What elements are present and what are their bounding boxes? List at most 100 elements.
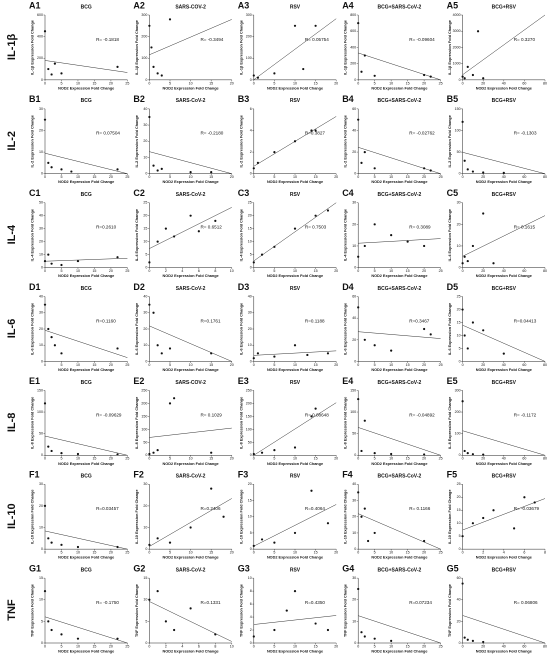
panel-label: D3 xyxy=(238,282,250,292)
panel-label: G3 xyxy=(238,564,250,574)
x-tick-label: 15 xyxy=(314,269,318,273)
y-tick-label: 100 xyxy=(246,56,252,60)
y-tick-label: 20 xyxy=(248,214,252,218)
point xyxy=(373,344,376,347)
x-tick-label: 25 xyxy=(125,175,129,179)
fit-line xyxy=(358,427,441,456)
x-tick-label: 10 xyxy=(293,644,297,648)
x-tick-label: 15 xyxy=(406,81,410,85)
point xyxy=(302,67,305,71)
x-axis-label: NOD2 Expression Fold Change xyxy=(476,556,532,560)
point xyxy=(156,72,159,75)
panel-label: C3 xyxy=(238,188,250,198)
panel-label: B4 xyxy=(342,94,354,104)
x-tick-label: 15 xyxy=(406,551,410,555)
y-tick-label: 20 xyxy=(143,504,147,508)
fit-line xyxy=(462,152,546,174)
x-tick-label: 5 xyxy=(374,175,376,179)
panel-label: G4 xyxy=(342,564,354,574)
x-tick-label: 20 xyxy=(422,644,426,648)
y-tick-label: 0 xyxy=(459,172,461,176)
point xyxy=(360,449,363,453)
y-tick-label: 25 xyxy=(143,201,147,205)
y-tick-label: 10 xyxy=(457,333,461,337)
point xyxy=(466,638,469,641)
x-tick-label: 5 xyxy=(273,551,275,555)
point xyxy=(160,352,163,355)
y-tick-label: 150 xyxy=(141,414,147,418)
x-tick-label: 4 xyxy=(503,551,505,555)
point xyxy=(256,161,260,165)
y-tick-label: 30 xyxy=(352,498,356,502)
y-tick-label: 400 xyxy=(37,35,43,39)
x-tick-label: 0 xyxy=(357,81,359,85)
fit-line xyxy=(462,14,546,75)
point xyxy=(461,75,464,78)
x-tick-label: 10 xyxy=(189,81,193,85)
x-tick-label: 0 xyxy=(148,457,150,461)
y-tick-label: 200 xyxy=(141,35,147,39)
y-axis-label: IL-2 Expression Fold Change xyxy=(135,115,139,167)
point xyxy=(116,453,119,456)
point xyxy=(533,501,536,504)
y-tick-label: 0 xyxy=(41,266,43,270)
fit-line xyxy=(149,601,232,642)
x-tick-label: 0 xyxy=(357,363,359,367)
x-tick-label: 10 xyxy=(230,644,234,648)
y-tick-label: 10 xyxy=(143,343,147,347)
y-tick-label: 20 xyxy=(457,495,461,499)
panel-title: BCG+SARS-CoV-2 xyxy=(378,474,422,480)
x-tick-label: 10 xyxy=(293,175,297,179)
point xyxy=(173,397,176,400)
y-tick-label: 0 xyxy=(41,359,43,363)
x-tick-label: 0 xyxy=(44,363,46,367)
point xyxy=(423,167,426,170)
point xyxy=(197,230,200,233)
x-tick-label: 80 xyxy=(543,363,547,367)
x-tick-label: 25 xyxy=(439,81,443,85)
point xyxy=(363,419,366,422)
y-tick-label: 0 xyxy=(145,266,147,270)
point xyxy=(214,219,217,222)
point xyxy=(476,30,480,33)
y-tick-label: 20 xyxy=(39,327,43,331)
point xyxy=(357,587,360,591)
point xyxy=(423,327,426,331)
y-tick-label: 10 xyxy=(352,531,356,535)
y-tick-label: 100 xyxy=(37,410,43,414)
point xyxy=(423,539,426,543)
point xyxy=(482,171,485,174)
y-tick-label: 0 xyxy=(250,453,252,457)
point xyxy=(471,170,474,173)
x-tick-label: 20 xyxy=(481,644,485,648)
y-tick-label: 10 xyxy=(352,619,356,623)
x-tick-label: 20 xyxy=(109,644,113,648)
y-tick-label: 4 xyxy=(250,615,252,619)
panel-title: RSV xyxy=(290,286,301,292)
point xyxy=(60,263,63,267)
point xyxy=(326,628,330,632)
y-tick-label: 0 xyxy=(459,547,461,551)
y-axis-label: IL-4 Expression Fold Change xyxy=(135,209,139,261)
panel-label: G5 xyxy=(447,564,459,574)
y-axis-label: IL-1β Expression Fold Change xyxy=(344,20,348,75)
fit-line xyxy=(253,402,337,456)
x-tick-label: 8 xyxy=(214,644,216,648)
x-tick-label: 20 xyxy=(109,269,113,273)
x-tick-label: 10 xyxy=(76,175,80,179)
x-tick-label: 25 xyxy=(439,269,443,273)
point xyxy=(466,168,469,171)
point xyxy=(222,515,225,518)
x-tick-label: 5 xyxy=(374,551,376,555)
panel-title: BCG xyxy=(81,286,92,292)
panel-title: BCG+RSV xyxy=(492,474,517,480)
point xyxy=(466,259,469,263)
x-tick-label: 5 xyxy=(374,457,376,461)
y-tick-label: 5 xyxy=(145,619,147,623)
fit-line xyxy=(44,60,128,73)
y-tick-label: 0 xyxy=(459,266,461,270)
point xyxy=(273,355,276,358)
x-tick-label: 0 xyxy=(44,175,46,179)
point xyxy=(492,262,495,265)
y-tick-label: 10 xyxy=(457,521,461,525)
